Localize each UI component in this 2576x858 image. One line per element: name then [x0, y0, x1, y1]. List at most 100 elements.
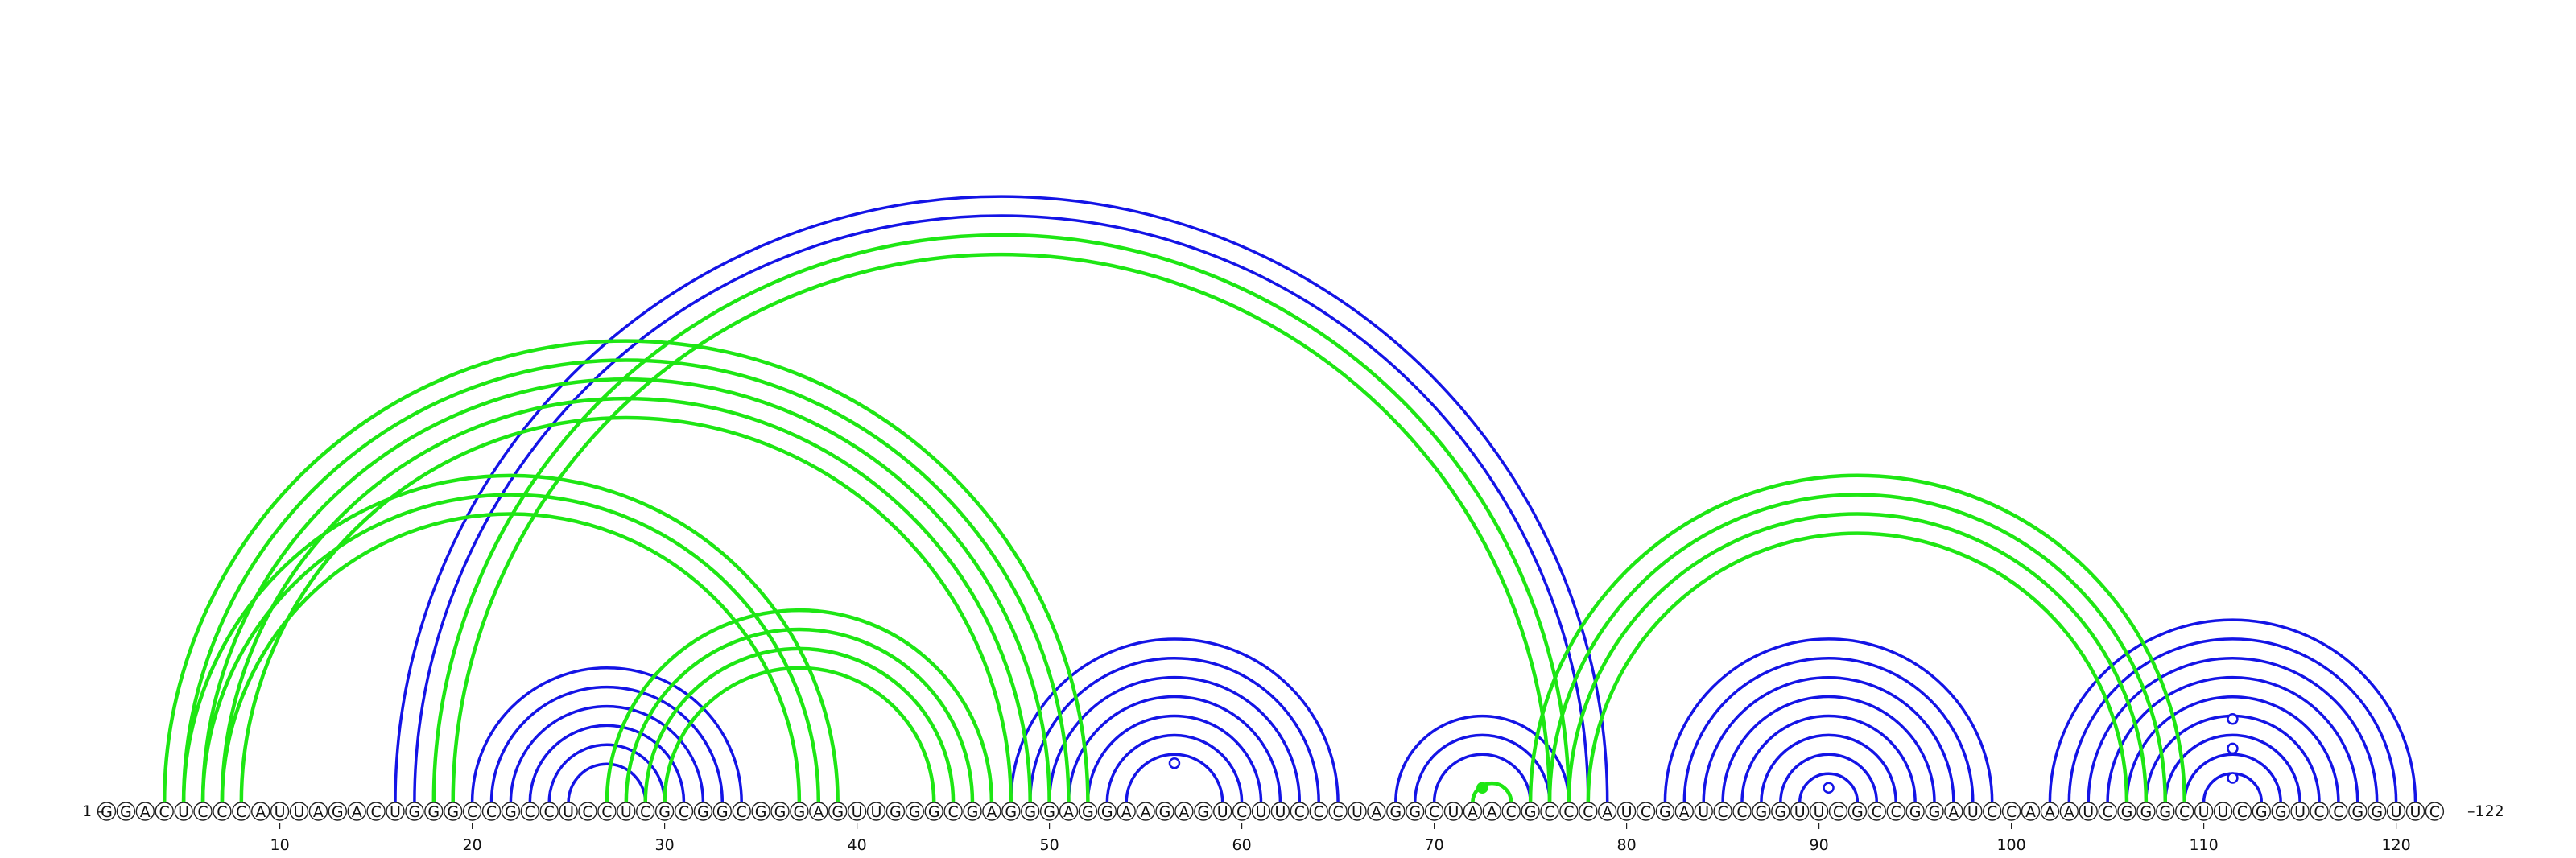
nucleotide: G [501, 802, 521, 821]
blue-pair-arc [1105, 733, 1244, 803]
nucleotide-circle [2098, 802, 2117, 821]
nucleotide-circle [193, 802, 213, 821]
nucleotide: C [193, 802, 213, 821]
nucleotide-circle [790, 802, 809, 821]
blue-pair-arc [1432, 753, 1532, 803]
nucleotide-circle [2213, 802, 2233, 821]
nucleotide: C [1309, 802, 1328, 821]
nucleotide: C [2174, 802, 2194, 821]
nucleotide-circle [2329, 802, 2348, 821]
green-pair-arc [1471, 781, 1513, 803]
blue-pair-arc [1702, 675, 1955, 803]
nucleotide: U [289, 802, 309, 821]
nucleotide-letter: A [1371, 803, 1381, 821]
nucleotide: U [1790, 802, 1810, 821]
nucleotide: U [559, 802, 578, 821]
nucleotide-circle [97, 802, 117, 821]
nucleotide-circle [1559, 802, 1579, 821]
nucleotide-letter: G [928, 803, 940, 821]
nucleotide-circle [1232, 802, 1252, 821]
nucleotide: A [1367, 802, 1386, 821]
nucleotide-letter: G [716, 803, 729, 821]
nucleotide-circle [2348, 802, 2368, 821]
nucleotide: G [2136, 802, 2156, 821]
tick-label: 30 [655, 836, 675, 854]
nucleotide-letter: C [159, 803, 170, 821]
nucleotide-circle [2310, 802, 2329, 821]
nucleotide-letter: U [871, 803, 882, 821]
nucleotide-circle [2174, 802, 2194, 821]
nucleotide-circle [1771, 802, 1790, 821]
green-pair-arc [220, 396, 1032, 803]
nucleotide-letter: C [679, 803, 689, 821]
nucleotide-letter: U [1217, 803, 1228, 821]
nucleotide-circle [905, 802, 925, 821]
nucleotide-letter: U [1794, 803, 1806, 821]
tick-label: 80 [1617, 836, 1637, 854]
green-pair-arc [181, 473, 840, 803]
blue-pair-arc [1067, 695, 1282, 803]
nucleotide: G [2156, 802, 2175, 821]
nucleotide-letter: U [1621, 803, 1633, 821]
nucleotide-letter: U [1352, 803, 1363, 821]
nucleotide-letter: C [486, 803, 497, 821]
nucleotide-circle [1886, 802, 1905, 821]
nucleotide-circle [2405, 802, 2425, 821]
nucleotide-letter: C [1833, 803, 1843, 821]
nucleotide: G [1655, 802, 1675, 821]
nucleotide-circle [2156, 802, 2175, 821]
nucleotide: A [1482, 802, 1502, 821]
nucleotide-letter: C [370, 803, 381, 821]
nucleotide-circle [636, 802, 655, 821]
nucleotide-circle [982, 802, 1001, 821]
nucleotide: G [2117, 802, 2136, 821]
nucleotide-circle [520, 802, 539, 821]
green-pair-arc [1547, 493, 2168, 803]
arc-marker [1476, 782, 1488, 794]
nucleotide: C [674, 802, 694, 821]
nucleotide-letter: U [2083, 803, 2094, 821]
nucleotide-letter: A [1468, 803, 1478, 821]
tick-label: 60 [1232, 836, 1252, 854]
nucleotide: U [1251, 802, 1271, 821]
nucleotide: A [135, 802, 155, 821]
nucleotide-circle [1078, 802, 1098, 821]
nucleotide-circle [654, 802, 675, 821]
blue-pair-arc [1086, 714, 1263, 803]
nucleotide-circle [751, 802, 770, 821]
nucleotide-letter: G [1852, 803, 1864, 821]
tick-label: 40 [848, 836, 867, 854]
nucleotide: C [520, 802, 539, 821]
blue-pair-arc [2067, 637, 2398, 803]
nucleotide-circle [1001, 802, 1021, 821]
nucleotide-circle [1540, 802, 1559, 821]
nucleotide-circle [1194, 802, 1213, 821]
nucleotide-letter: U [563, 803, 574, 821]
blue-pair-arc [1779, 753, 1879, 803]
nucleotide-circle [289, 802, 309, 821]
nucleotide: A [1174, 802, 1194, 821]
nucleotide-circle [174, 802, 193, 821]
nucleotide: A [1059, 802, 1079, 821]
nucleotide: C [1540, 802, 1559, 821]
nucleotide-circle [1348, 802, 1367, 821]
tick-label: 10 [270, 836, 290, 854]
nucleotide-circle [1636, 802, 1656, 821]
nucleotide: G [2348, 802, 2368, 821]
nucleotide-circle [770, 802, 790, 821]
nucleotide-letter: C [1544, 803, 1554, 821]
nucleotide: U [2194, 802, 2214, 821]
nucleotide: G [886, 802, 906, 821]
nucleotide-circle [347, 802, 366, 821]
nucleotide: G [790, 802, 809, 821]
nucleotide-letter: C [2429, 803, 2440, 821]
nucleotide-letter: A [1487, 803, 1497, 821]
nucleotide-circle [2021, 802, 2041, 821]
nucleotide: G [1771, 802, 1790, 821]
nucleotide-circle [712, 802, 732, 821]
nucleotide-letter: G [1101, 803, 1113, 821]
nucleotide-letter: A [352, 803, 362, 821]
tick-label: 70 [1425, 836, 1444, 854]
nucleotide-circle [1579, 802, 1598, 821]
